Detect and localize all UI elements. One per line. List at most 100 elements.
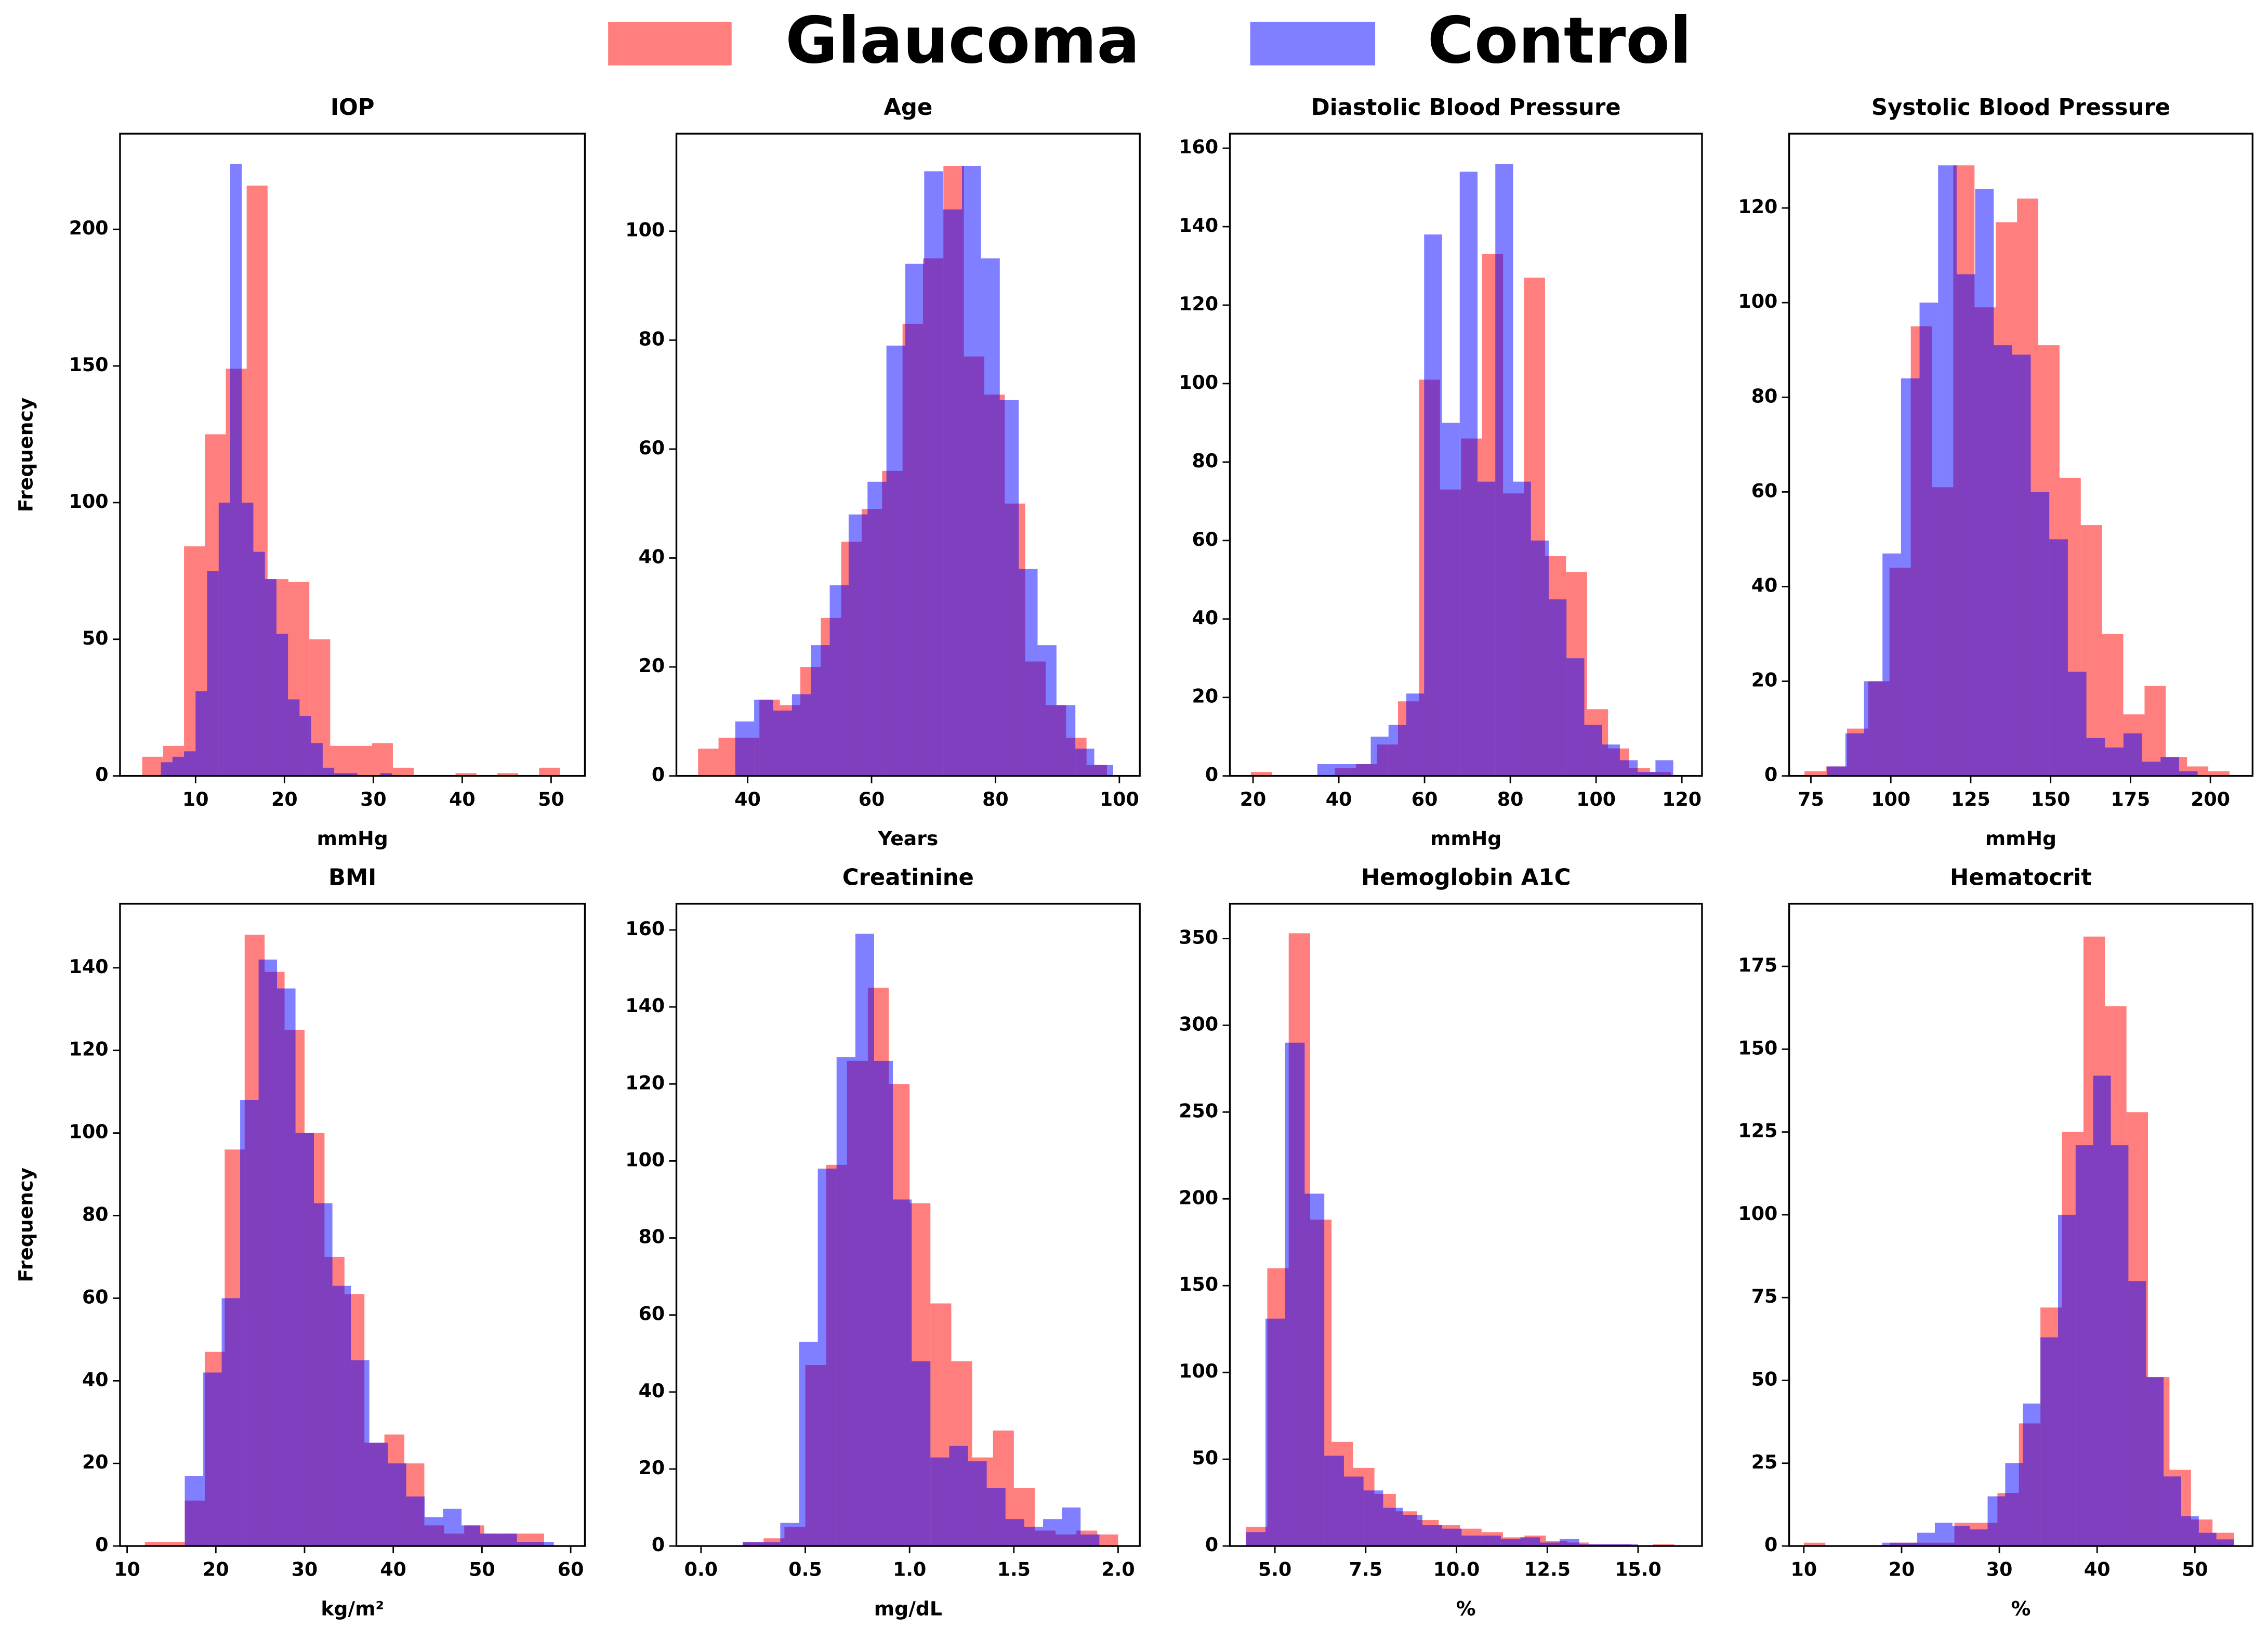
histogram-bar <box>1459 172 1478 776</box>
histogram-bar <box>480 1533 499 1546</box>
y-tick-label: 140 <box>625 994 665 1017</box>
plot-frame <box>675 133 1141 777</box>
histogram-bar <box>295 1133 314 1546</box>
histogram-bar <box>1075 749 1095 776</box>
histogram-bar <box>2105 748 2124 776</box>
y-tick-label: 60 <box>1751 479 1778 502</box>
histogram-bar <box>780 1523 799 1546</box>
x-tick-label: 75 <box>1798 788 1824 810</box>
histogram-bar <box>2075 1145 2093 1546</box>
histogram-bar <box>1324 1456 1344 1546</box>
y-tick-label: 100 <box>1179 1360 1218 1382</box>
histogram-bar <box>2049 539 2068 776</box>
chart-title: Systolic Blood Pressure <box>1871 95 2170 121</box>
y-tick-label: 20 <box>82 1451 109 1473</box>
x-tick-label: 150 <box>2031 788 2071 810</box>
x-tick-label: 100 <box>1576 788 1616 810</box>
histogram-bar <box>1827 766 1845 776</box>
y-tick-label: 0 <box>1205 1533 1218 1556</box>
histogram-bar <box>1043 1519 1062 1546</box>
histogram-bar <box>1864 681 1883 776</box>
histogram-bar <box>1406 693 1425 776</box>
histogram-bar <box>836 1057 855 1546</box>
x-tick-label: 50 <box>538 788 564 810</box>
x-tick-label: 40 <box>734 788 761 810</box>
x-axis-label: % <box>2011 1597 2031 1620</box>
histogram-bar <box>698 749 719 776</box>
y-tick-label: 150 <box>69 353 109 376</box>
x-tick-label: 20 <box>1889 1558 1915 1581</box>
histogram-bar <box>2058 1214 2076 1546</box>
histogram-bar <box>968 1461 987 1546</box>
histogram-bar <box>322 767 335 776</box>
y-tick-label: 120 <box>625 1071 665 1094</box>
histogram-bar <box>1442 423 1460 776</box>
histogram-bar <box>1994 345 2012 776</box>
y-tick-label: 40 <box>639 545 665 568</box>
y-tick-label: 120 <box>69 1038 109 1060</box>
histogram-bar <box>535 1542 554 1546</box>
histogram-bar <box>497 773 519 776</box>
y-tick-label: 80 <box>1751 385 1778 407</box>
histogram-bar <box>1987 1496 2006 1546</box>
y-tick-label: 60 <box>639 1303 665 1325</box>
histogram-bar <box>1265 1318 1285 1546</box>
y-tick-label: 40 <box>82 1368 109 1391</box>
y-tick-label: 0 <box>95 764 108 786</box>
histogram-bar <box>943 209 962 776</box>
x-tick-label: 30 <box>292 1558 318 1581</box>
histogram-bar <box>1655 760 1673 776</box>
x-tick-label: 2.0 <box>1101 1558 1135 1581</box>
histogram-bar <box>829 585 849 776</box>
y-tick-label: 160 <box>1179 136 1218 158</box>
x-tick-label: 50 <box>2182 1558 2208 1581</box>
x-tick-label: 40 <box>1326 788 1352 810</box>
histogram-bar <box>425 1517 443 1546</box>
histogram-bar <box>369 1443 388 1546</box>
histogram-bar <box>1900 1542 1918 1546</box>
histogram-bar <box>905 264 925 776</box>
plot-frame <box>119 133 586 777</box>
y-tick-label: 75 <box>1751 1285 1778 1307</box>
histogram-bar <box>1422 1525 1442 1546</box>
histogram-bar <box>1520 1537 1540 1546</box>
histogram-bar <box>1917 1532 1935 1546</box>
histogram-bar <box>2086 738 2105 776</box>
histogram-bar <box>1056 705 1076 776</box>
plot-frame <box>1788 902 2253 1547</box>
histogram-bar <box>1370 737 1389 776</box>
y-tick-label: 80 <box>82 1203 109 1225</box>
x-tick-label: 0.5 <box>788 1558 822 1581</box>
y-tick-label: 80 <box>639 1226 665 1248</box>
histogram-bar <box>1882 553 1901 776</box>
x-tick-label: 100 <box>1871 788 1910 810</box>
histogram-bar <box>1335 764 1353 776</box>
histogram-bar <box>334 773 346 776</box>
histogram-bar <box>1097 1534 1118 1546</box>
x-tick-label: 20 <box>203 1558 229 1581</box>
plot-frame <box>675 902 1141 1547</box>
histogram-bar <box>2208 771 2230 776</box>
x-tick-label: 1.5 <box>997 1558 1031 1581</box>
y-tick-label: 300 <box>1179 1013 1218 1035</box>
x-tick-label: 200 <box>2191 788 2230 810</box>
histogram-bar <box>539 767 560 776</box>
histogram-bar <box>161 762 173 776</box>
legend-swatch <box>608 21 732 65</box>
x-tick-label: 80 <box>982 788 1009 810</box>
histogram-bar <box>1901 378 1920 776</box>
histogram-bar <box>1353 764 1371 776</box>
histogram-bar <box>855 934 874 1546</box>
x-axis-label: mmHg <box>317 827 388 850</box>
y-tick-label: 20 <box>639 654 665 677</box>
histogram-bar <box>848 514 868 776</box>
histogram-bar <box>1424 234 1442 776</box>
histogram-bar <box>2179 771 2198 776</box>
histogram-bar <box>761 1542 781 1546</box>
histogram-bar <box>1062 1507 1081 1546</box>
x-tick-label: 100 <box>1100 788 1139 810</box>
histogram-bar <box>1383 1507 1403 1546</box>
x-tick-label: 40 <box>2084 1558 2111 1581</box>
histogram-bar <box>299 715 311 776</box>
